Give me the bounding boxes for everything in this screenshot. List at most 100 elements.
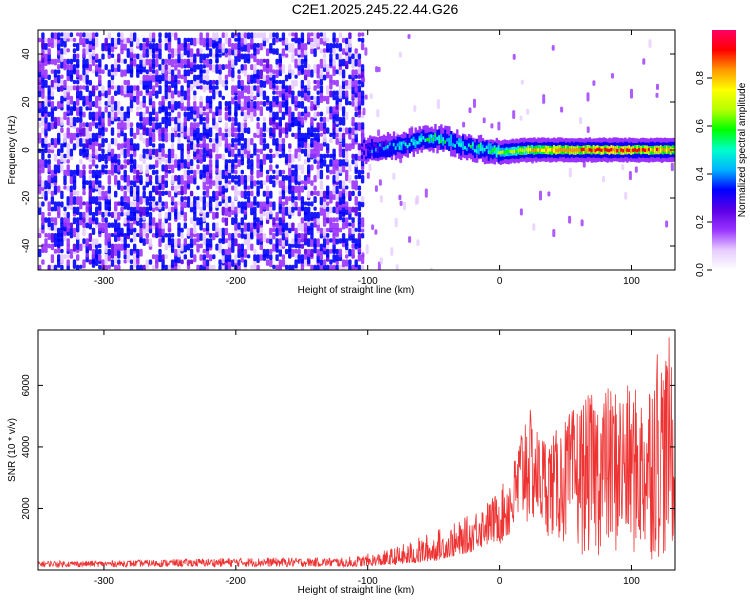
heatmap-cell (57, 164, 61, 174)
heatmap-cell (202, 116, 206, 122)
heatmap-cell (85, 148, 89, 158)
heatmap-cell (300, 32, 305, 42)
heatmap-cell (655, 147, 659, 152)
heatmap-cell (114, 233, 118, 243)
heatmap-cell (120, 111, 124, 121)
heatmap-cell (354, 227, 358, 232)
heatmap-cell (218, 175, 222, 182)
heatmap-cell (275, 85, 279, 91)
heatmap-cell (511, 150, 514, 154)
heatmap-cell (332, 58, 336, 67)
heatmap-cell (275, 64, 279, 69)
heatmap-cell (88, 101, 92, 109)
heatmap-cell (278, 90, 282, 98)
heatmap-cell (288, 64, 292, 74)
heatmap-cell (212, 37, 216, 48)
heatmap-cell (322, 227, 327, 237)
heatmap-cell (294, 175, 298, 183)
heatmap-cell (151, 148, 156, 156)
heatmap-cell (278, 153, 282, 159)
heatmap-cell (644, 148, 647, 152)
heatmap-cell (44, 106, 48, 114)
heatmap-cell (332, 254, 336, 263)
heatmap-cell (205, 264, 210, 270)
heatmap-cell (85, 32, 89, 39)
heatmap-cell (303, 180, 308, 187)
heatmap-cell (243, 101, 248, 111)
heatmap-cell (348, 227, 352, 236)
heatmap-cell (319, 206, 324, 216)
heatmap-cell (543, 148, 546, 153)
heatmap-cell (281, 32, 286, 41)
heatmap-cell (142, 148, 146, 155)
heatmap-cell (110, 127, 115, 136)
heatmap-cell (183, 201, 187, 209)
heatmap-cell (253, 43, 257, 52)
heatmap-cell (316, 148, 320, 158)
heatmap-cell (256, 69, 260, 80)
heatmap-cell (38, 111, 42, 119)
heatmap-cell (250, 53, 254, 59)
heatmap-cell (85, 238, 89, 247)
heatmap-cell (117, 264, 121, 270)
heatmap-cell (196, 85, 200, 90)
heatmap-cell (473, 98, 476, 109)
heatmap-cell (224, 48, 229, 54)
heatmap-cell (237, 206, 241, 214)
heatmap-cell (250, 201, 254, 209)
heatmap-cell (438, 135, 441, 140)
heatmap-cell (123, 175, 127, 183)
heatmap-cell (50, 90, 55, 97)
heatmap-cell (167, 264, 172, 270)
heatmap-cell (101, 43, 105, 52)
heatmap-cell (259, 201, 263, 208)
heatmap-cell (123, 164, 127, 169)
heatmap-cell (208, 238, 213, 248)
heatmap-cell (335, 79, 339, 87)
heatmap-cell (95, 196, 99, 206)
heatmap-cell (560, 106, 564, 113)
spectrogram-image (38, 32, 675, 278)
heatmap-cell (224, 132, 229, 138)
heatmap-cell (199, 264, 203, 270)
heatmap-cell (231, 175, 235, 183)
heatmap-cell (95, 243, 99, 249)
heatmap-cell (158, 190, 162, 197)
heatmap-cell (231, 32, 235, 39)
heatmap-cell (193, 90, 197, 96)
heatmap-cell (398, 146, 402, 150)
heatmap-cell (360, 201, 365, 208)
heatmap-cell (123, 185, 127, 190)
heatmap-cell (218, 64, 222, 70)
heatmap-cell (335, 132, 339, 138)
heatmap-cell (640, 148, 643, 152)
heatmap-cell (170, 127, 175, 132)
heatmap-cell (428, 137, 431, 142)
heatmap-cell (136, 264, 140, 270)
heatmap-cell (240, 227, 244, 234)
heatmap-cell (227, 143, 232, 152)
heatmap-cell (72, 143, 77, 151)
heatmap-cell (186, 196, 191, 203)
heatmap-cell (503, 151, 506, 155)
heatmap-cell (281, 222, 286, 232)
heatmap-cell (72, 64, 77, 73)
heatmap-cell (288, 48, 292, 53)
heatmap-cell (155, 159, 159, 168)
heatmap-cell (50, 233, 55, 243)
heatmap-cell (256, 180, 260, 185)
heatmap-cell (240, 243, 244, 251)
heatmap-cell (63, 132, 67, 143)
heatmap-cell (341, 132, 346, 140)
heatmap-cell (294, 248, 298, 254)
heatmap-cell (360, 90, 365, 99)
heatmap-cell (284, 37, 289, 46)
heatmap-cell (275, 111, 279, 120)
heatmap-cell (199, 233, 203, 241)
colorbar-label: Normalized spectral amplitude (737, 82, 748, 217)
heatmap-cell (70, 270, 73, 278)
heatmap-cell (63, 217, 67, 227)
heatmap-cell (57, 116, 61, 126)
heatmap-cell (262, 116, 267, 122)
heatmap-cell (95, 85, 99, 91)
